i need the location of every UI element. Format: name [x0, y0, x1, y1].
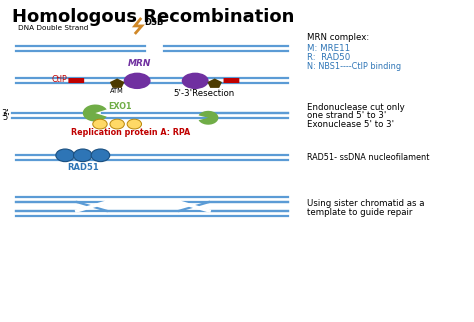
Wedge shape	[83, 105, 107, 121]
Text: CtIP: CtIP	[52, 75, 67, 84]
Circle shape	[93, 119, 107, 129]
Text: MRN complex:: MRN complex:	[307, 33, 369, 43]
Text: template to guide repair: template to guide repair	[307, 208, 412, 217]
Circle shape	[56, 149, 74, 162]
Text: Endonuclease cut only: Endonuclease cut only	[307, 103, 404, 112]
Text: N: NBS1----CtIP binding: N: NBS1----CtIP binding	[307, 62, 401, 71]
Ellipse shape	[182, 73, 209, 89]
Text: ATM: ATM	[110, 88, 124, 94]
Text: Homologous Recombination: Homologous Recombination	[12, 8, 294, 26]
Circle shape	[110, 119, 124, 129]
Text: 3': 3'	[2, 109, 9, 118]
Circle shape	[73, 149, 92, 162]
FancyBboxPatch shape	[224, 78, 239, 83]
Wedge shape	[199, 111, 219, 125]
Text: Exonuclease 5' to 3': Exonuclease 5' to 3'	[307, 120, 394, 129]
Text: MRN: MRN	[128, 59, 151, 68]
Text: RAD51: RAD51	[67, 163, 99, 172]
Text: 5'-3'Resection: 5'-3'Resection	[174, 89, 235, 98]
Circle shape	[127, 119, 142, 129]
Text: Replication protein A: RPA: Replication protein A: RPA	[71, 128, 190, 137]
Text: DNA Double Strand: DNA Double Strand	[18, 25, 88, 31]
Text: M: MRE11: M: MRE11	[307, 44, 350, 53]
Text: EXO1: EXO1	[108, 102, 131, 111]
FancyBboxPatch shape	[68, 78, 84, 83]
Text: R:  RAD50: R: RAD50	[307, 53, 350, 62]
Circle shape	[91, 149, 109, 162]
Text: DSB: DSB	[144, 18, 164, 27]
Text: Using sister chromatid as a: Using sister chromatid as a	[307, 199, 424, 208]
Ellipse shape	[124, 73, 151, 89]
Text: one strand 5' to 3': one strand 5' to 3'	[307, 111, 386, 120]
Text: 5': 5'	[2, 113, 9, 122]
Text: RAD51- ssDNA nucleofilament: RAD51- ssDNA nucleofilament	[307, 153, 429, 162]
